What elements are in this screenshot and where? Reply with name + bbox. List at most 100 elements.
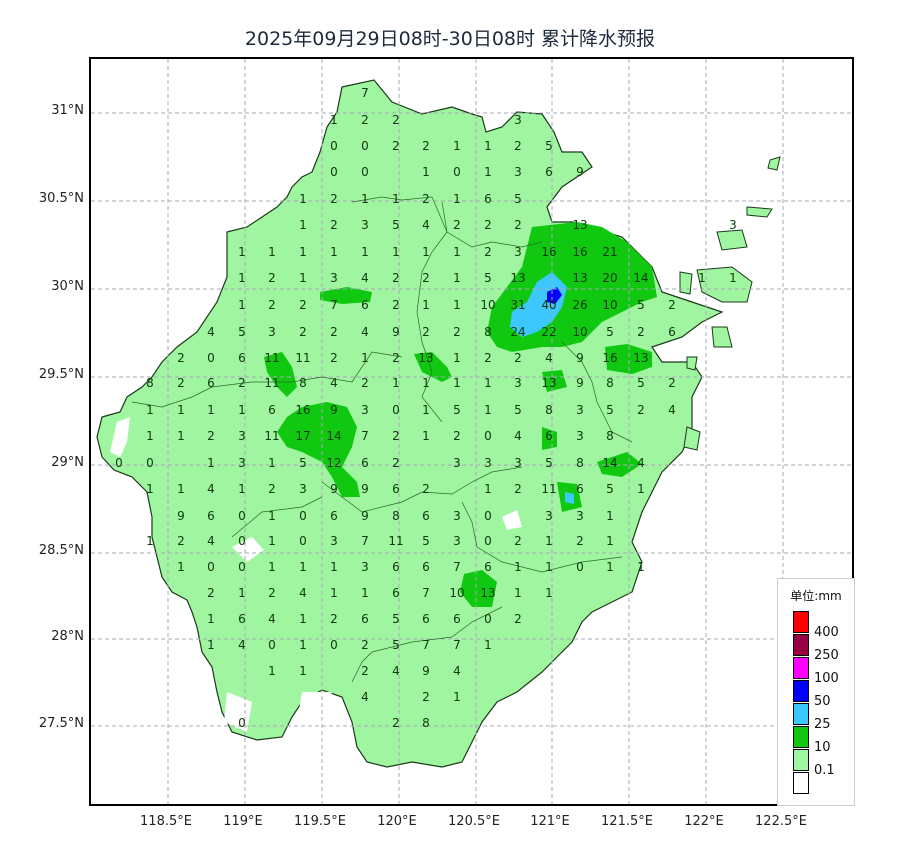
station-value: 4 — [668, 403, 676, 417]
station-value: 1 — [268, 245, 276, 259]
station-value: 4 — [514, 429, 522, 443]
station-value: 1 — [729, 271, 737, 285]
station-value: 1 — [422, 403, 430, 417]
station-value: 1 — [484, 165, 492, 179]
station-value: 1 — [453, 690, 461, 704]
station-value: 5 — [606, 325, 614, 339]
station-value: 4 — [361, 271, 369, 285]
station-value: 7 — [422, 586, 430, 600]
station-value: 1 — [299, 612, 307, 626]
station-value: 1 — [606, 534, 614, 548]
station-value: 7 — [330, 298, 338, 312]
station-value: 6 — [484, 560, 492, 574]
station-value: 6 — [207, 509, 215, 523]
station-value: 2 — [238, 376, 246, 390]
station-value: 1 — [422, 298, 430, 312]
station-value: 1 — [453, 192, 461, 206]
station-value: 8 — [606, 429, 614, 443]
station-value: 1 — [453, 298, 461, 312]
station-value: 4 — [238, 638, 246, 652]
station-value: 5 — [392, 612, 400, 626]
station-value: 3 — [453, 534, 461, 548]
station-value: 5 — [606, 482, 614, 496]
station-value: 9 — [361, 509, 369, 523]
station-value: 2 — [268, 271, 276, 285]
island — [696, 266, 753, 303]
station-value: 0 — [115, 456, 123, 470]
station-value: 1 — [484, 638, 492, 652]
station-value: 9 — [576, 351, 584, 365]
station-value: 2 — [453, 218, 461, 232]
lat-tick-label: 29°N — [51, 455, 84, 470]
station-value: 2 — [484, 245, 492, 259]
station-value: 1 — [606, 560, 614, 574]
station-value: 5 — [637, 298, 645, 312]
station-value: 0 — [484, 534, 492, 548]
station-value: 7 — [361, 86, 369, 100]
lon-tick-label: 122°E — [684, 814, 724, 829]
rain-zone-10-25 — [264, 352, 297, 397]
station-value: 1 — [361, 245, 369, 259]
station-value: 6 — [361, 612, 369, 626]
station-value: 20 — [602, 271, 618, 285]
station-value: 11 — [388, 534, 404, 548]
station-value: 11 — [541, 482, 557, 496]
station-value: 1 — [146, 429, 154, 443]
lon-tick-label: 119.5°E — [294, 814, 346, 829]
station-value: 6 — [545, 429, 553, 443]
station-value: 16 — [295, 403, 311, 417]
station-value: 2 — [514, 139, 522, 153]
station-value: 5 — [392, 638, 400, 652]
station-value: 1 — [207, 638, 215, 652]
station-value: 2 — [361, 664, 369, 678]
station-value: 9 — [330, 403, 338, 417]
station-value: 10 — [602, 298, 618, 312]
legend-label: 10 — [814, 740, 831, 755]
station-value: 14 — [326, 429, 342, 443]
station-value: 2 — [207, 429, 215, 443]
station-value: 8 — [576, 456, 584, 470]
station-value: 3 — [361, 403, 369, 417]
station-value: 16 — [541, 245, 557, 259]
station-value: 3 — [238, 456, 246, 470]
station-value: 16 — [572, 245, 588, 259]
station-value: 4 — [330, 376, 338, 390]
station-value: 1 — [299, 218, 307, 232]
station-value: 4 — [207, 325, 215, 339]
station-value: 0 — [238, 534, 246, 548]
station-value: 11 — [264, 351, 280, 365]
station-value: 2 — [484, 218, 492, 232]
station-value: 3 — [299, 482, 307, 496]
station-value: 22 — [541, 325, 557, 339]
lat-tick-label: 29.5°N — [38, 367, 84, 382]
station-value: 0 — [207, 560, 215, 574]
station-value: 1 — [238, 271, 246, 285]
station-value: 1 — [299, 560, 307, 574]
station-value: 3 — [729, 218, 737, 232]
station-value: 1 — [330, 245, 338, 259]
station-value: 2 — [422, 271, 430, 285]
station-value: 5 — [299, 456, 307, 470]
island — [746, 206, 773, 218]
station-value: 4 — [207, 482, 215, 496]
station-value: 3 — [361, 218, 369, 232]
station-value: 3 — [514, 113, 522, 127]
station-value: 5 — [392, 218, 400, 232]
station-value: 5 — [238, 325, 246, 339]
station-value: 7 — [422, 638, 430, 652]
station-value: 1 — [361, 586, 369, 600]
station-value: 2 — [392, 139, 400, 153]
station-value: 1 — [422, 376, 430, 390]
city-boundaries — [131, 196, 633, 683]
lon-tick-label: 122.5°E — [755, 814, 807, 829]
station-value: 2 — [637, 325, 645, 339]
station-value: 10 — [480, 298, 496, 312]
rain-zone-50-100 — [547, 287, 562, 304]
station-value: 6 — [545, 165, 553, 179]
station-value: 1 — [453, 376, 461, 390]
station-value: 2 — [177, 351, 185, 365]
station-value: 3 — [361, 560, 369, 574]
station-value: 13 — [572, 218, 588, 232]
station-value: 1 — [177, 429, 185, 443]
station-value: 13 — [541, 376, 557, 390]
